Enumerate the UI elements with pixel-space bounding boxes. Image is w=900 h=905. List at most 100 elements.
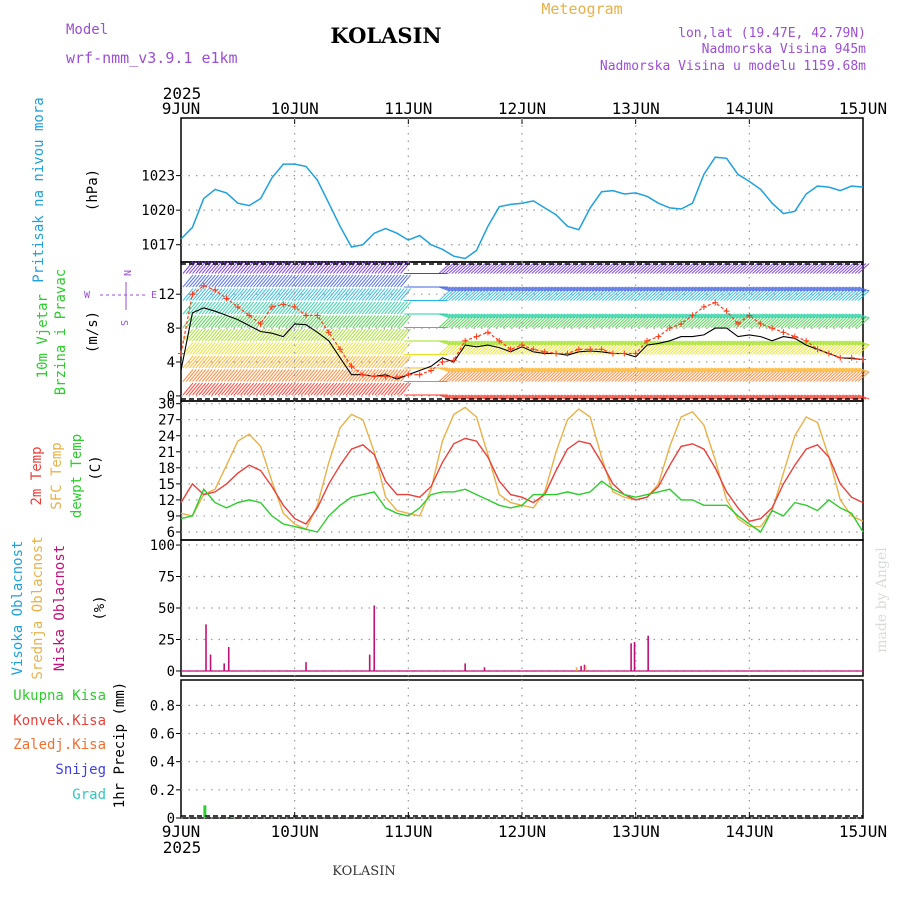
wind-barb [566, 286, 579, 292]
wind-barb [819, 313, 831, 319]
wind-barb [595, 394, 607, 400]
wind-barb [400, 355, 411, 369]
wind-barb [493, 344, 505, 355]
wind-barb [841, 263, 854, 274]
wind-barb [525, 286, 537, 292]
wind-barb [845, 371, 857, 382]
wind-barb [742, 263, 755, 274]
wind-barb [765, 371, 777, 382]
wind-barb [582, 371, 595, 382]
temp-series [180, 406, 864, 534]
wind-barb [691, 290, 704, 301]
wind-barb [848, 344, 860, 355]
wind-barb [646, 367, 659, 373]
wind-barb [473, 290, 486, 301]
wind-barb [480, 367, 492, 373]
wind-barb [381, 288, 392, 301]
wind-barb [848, 290, 860, 301]
wind-barb [566, 344, 579, 355]
wind-barb [832, 340, 844, 346]
wind-barb [541, 313, 553, 319]
wind-barb [304, 301, 315, 315]
wind-barb [387, 261, 399, 274]
wind-barb [640, 371, 652, 382]
wind-barb [368, 328, 379, 342]
wind-barb [393, 274, 405, 288]
wind-barb [810, 340, 822, 346]
wind-barb [624, 371, 636, 382]
cloud-ytick-label: 75 [158, 570, 175, 586]
wind-barb [259, 328, 271, 342]
wind-barb [397, 382, 408, 396]
wind-barb [755, 286, 767, 292]
wind-barb [637, 263, 649, 274]
wind-barb [720, 286, 732, 292]
wind-barb [339, 288, 351, 301]
wind-barb [800, 313, 812, 319]
wind-barb [598, 313, 611, 319]
wind-barb [806, 286, 819, 292]
wind-barb [310, 328, 322, 342]
wind-barb [854, 371, 867, 382]
wind-barb [467, 344, 480, 355]
wind-barb [464, 286, 476, 292]
wind-barb [451, 263, 464, 274]
wind-barb [758, 344, 771, 355]
top-date-label: 13JUN [612, 99, 660, 118]
wind-barb [377, 342, 389, 355]
wind-barb [208, 315, 219, 328]
wind-barb [758, 313, 771, 319]
wind-barb [451, 371, 464, 382]
wind-barb [192, 369, 203, 382]
wind-barb [345, 274, 357, 288]
wind-barb [547, 263, 560, 274]
wind-barb [195, 369, 207, 382]
wind-barb [208, 288, 219, 301]
wind-barb [858, 313, 870, 319]
wind-barb [813, 313, 825, 319]
wind-barb [483, 317, 496, 328]
wind-barb [483, 263, 496, 274]
wind-barb [227, 315, 239, 328]
wind-barb [704, 371, 716, 382]
wind-barb [765, 317, 777, 328]
wind-barb [707, 263, 720, 274]
wind-barb [291, 274, 303, 288]
wind-barb [729, 317, 742, 328]
wind-barb [313, 342, 325, 355]
wind-barb [339, 369, 351, 382]
wind-barb [205, 355, 216, 369]
wind-barb [451, 340, 463, 346]
wind-barb [365, 274, 376, 288]
wind-barb [448, 290, 460, 301]
wind-barb [451, 367, 463, 373]
wind-barb [835, 340, 847, 346]
wind-barb [515, 340, 527, 346]
wind-barb [544, 290, 556, 301]
wind-barb [195, 274, 207, 288]
wind-barb [528, 286, 540, 292]
wind-barb [704, 286, 716, 292]
wind-barb [291, 261, 303, 274]
wind-barb [851, 263, 864, 274]
wind-barb [822, 340, 835, 346]
wind-barb [230, 382, 242, 396]
wind-barb [442, 286, 454, 292]
wind-barb [499, 367, 511, 373]
wind-barb [185, 355, 197, 369]
wind-barb [787, 340, 799, 346]
wind-barb [563, 263, 576, 274]
wind-barb [678, 290, 691, 301]
wind-barb [550, 286, 563, 292]
wind-barb [262, 369, 274, 382]
wind-barb [265, 315, 277, 328]
elevation-text: Nadmorska Visina 945m [702, 42, 867, 57]
wind-barb [633, 317, 646, 328]
wind-barb [707, 313, 719, 319]
wind-barb [240, 355, 251, 369]
wind-barb [506, 340, 518, 346]
wind-barb [301, 369, 312, 382]
wind-barb [630, 317, 643, 328]
precip-legend-snow: Snijeg [55, 762, 106, 778]
wind-barb [528, 371, 540, 382]
